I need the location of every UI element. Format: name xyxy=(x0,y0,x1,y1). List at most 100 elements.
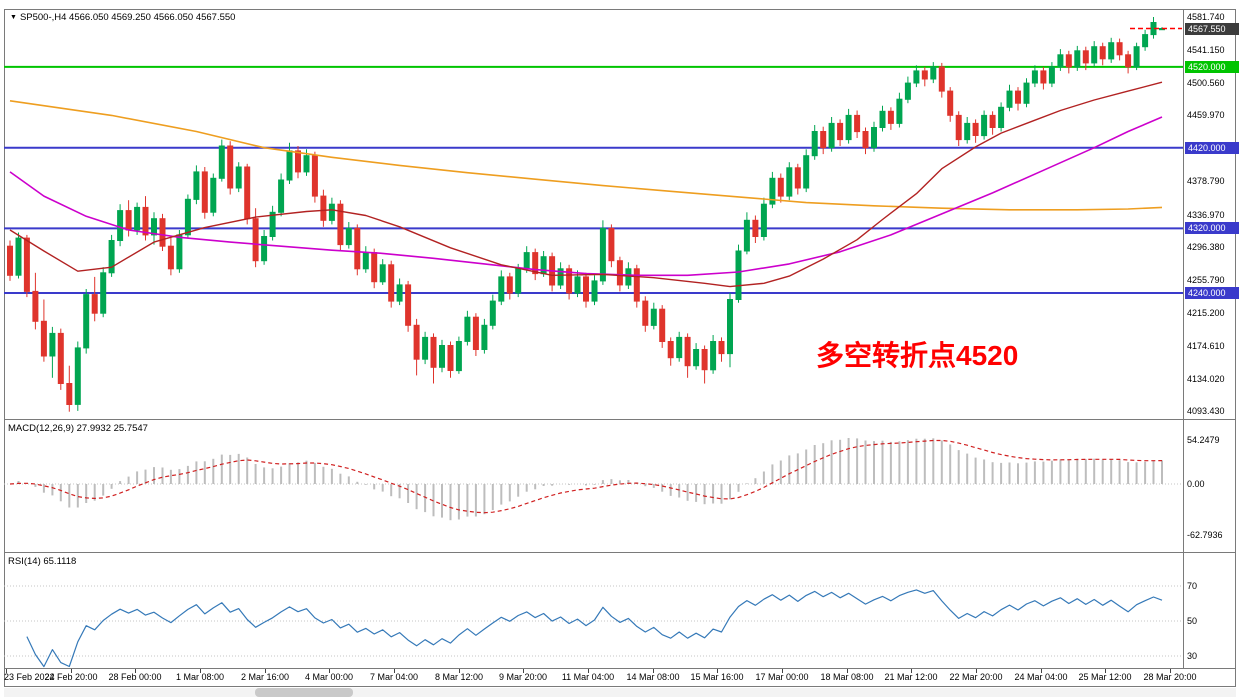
symbol-ohlc-text: SP500-,H4 4566.050 4569.250 4566.050 456… xyxy=(19,12,236,23)
price-chart-panel[interactable] xyxy=(4,9,1183,419)
candle-body xyxy=(57,332,64,384)
candle-body xyxy=(167,245,174,270)
macd-axis-label: 0.00 xyxy=(1187,479,1205,489)
candle-body xyxy=(498,276,505,302)
candle-body xyxy=(159,218,166,247)
candle-body xyxy=(83,294,90,349)
candle-body xyxy=(777,177,784,197)
candle-body xyxy=(710,341,717,371)
chart-annotation-text: 多空转折点4520 xyxy=(816,340,1019,371)
candle-body xyxy=(837,122,844,141)
candle-body xyxy=(1099,46,1106,60)
candle-body xyxy=(989,114,996,129)
rsi-panel[interactable] xyxy=(4,553,1183,668)
time-tick xyxy=(135,669,136,673)
candle-body xyxy=(261,236,268,262)
price-tick-label: 4255.790 xyxy=(1187,275,1225,285)
ma-mid-magenta xyxy=(9,116,1163,277)
candle-body xyxy=(599,227,606,282)
candle-body xyxy=(15,237,22,276)
candle-body xyxy=(642,300,649,326)
candle-body xyxy=(40,320,47,357)
macd-panel[interactable] xyxy=(4,420,1183,552)
candle-body xyxy=(743,219,750,252)
candle-body xyxy=(447,345,454,371)
time-label: 1 Mar 08:00 xyxy=(175,672,225,682)
candle-body xyxy=(871,127,877,149)
candle-body xyxy=(904,82,911,100)
candle-body xyxy=(388,264,395,302)
candle-body xyxy=(320,195,327,221)
time-tick xyxy=(976,669,977,673)
time-label: 24 Feb 20:00 xyxy=(44,672,98,682)
candle-body xyxy=(1074,50,1081,68)
scrollbar-thumb[interactable] xyxy=(255,688,353,697)
candle-body xyxy=(422,336,429,360)
time-label: 22 Mar 20:00 xyxy=(949,672,1003,682)
candle-body xyxy=(489,300,496,326)
candle-body xyxy=(100,272,107,314)
candle-body xyxy=(887,110,894,124)
time-tick xyxy=(911,669,912,673)
rsi-line xyxy=(26,589,1163,668)
time-tick xyxy=(394,669,395,673)
panel-separator[interactable] xyxy=(4,552,1236,553)
time-tick xyxy=(782,669,783,673)
time-tick xyxy=(1170,669,1171,673)
candle-body xyxy=(295,150,301,173)
candle-body xyxy=(955,114,962,141)
price-tick-label: 4134.020 xyxy=(1187,374,1225,384)
candle-body xyxy=(828,122,835,149)
candle-body xyxy=(464,316,471,342)
ma-slow-orange xyxy=(9,100,1163,211)
candle-body xyxy=(227,145,234,189)
time-tick xyxy=(717,669,718,673)
time-tick xyxy=(1105,669,1106,673)
candle-body xyxy=(947,90,954,116)
candle-body xyxy=(760,203,767,237)
price-tick-label: 4500.560 xyxy=(1187,78,1225,88)
panel-separator[interactable] xyxy=(4,419,1236,420)
time-tick xyxy=(459,669,460,673)
candle-body xyxy=(735,250,742,300)
candle-body xyxy=(972,122,979,137)
candle-body xyxy=(405,284,412,326)
candle-body xyxy=(862,131,869,149)
time-label: 8 Mar 12:00 xyxy=(434,672,484,682)
candle-body xyxy=(557,268,564,286)
time-label: 11 Mar 04:00 xyxy=(561,672,615,682)
candle-body xyxy=(472,316,479,351)
candle-body xyxy=(7,245,13,276)
candle-body xyxy=(345,227,352,246)
time-label: 18 Mar 08:00 xyxy=(820,672,874,682)
time-label: 24 Mar 04:00 xyxy=(1014,672,1068,682)
candle-body xyxy=(701,349,708,371)
candle-body xyxy=(1031,70,1038,84)
candle-body xyxy=(1125,54,1132,68)
time-label: 17 Mar 00:00 xyxy=(755,672,809,682)
collapse-arrow-icon[interactable]: ▼ xyxy=(10,14,17,21)
candle-body xyxy=(117,210,124,242)
price-tick-label: 4581.740 xyxy=(1187,12,1225,22)
candle-body xyxy=(439,345,445,368)
candle-body xyxy=(921,70,928,80)
candle-body xyxy=(218,145,225,179)
candle-body xyxy=(481,324,488,350)
candle-body xyxy=(337,203,344,246)
candle-body xyxy=(650,308,657,326)
candle-body xyxy=(201,171,208,213)
candle-body xyxy=(667,341,674,359)
candle-body xyxy=(74,347,81,405)
time-tick xyxy=(200,669,201,673)
candle-body xyxy=(1065,54,1072,68)
candle-body xyxy=(252,218,259,262)
candle-body xyxy=(845,114,852,141)
horizontal-scrollbar[interactable] xyxy=(4,688,1236,697)
time-label: 2 Mar 16:00 xyxy=(240,672,290,682)
price-tick-label: 4336.970 xyxy=(1187,210,1225,220)
rsi-axis-label: 30 xyxy=(1187,651,1198,661)
time-tick xyxy=(653,669,654,673)
candle-body xyxy=(506,276,513,294)
candle-body xyxy=(134,206,141,231)
time-label: 25 Mar 12:00 xyxy=(1078,672,1132,682)
